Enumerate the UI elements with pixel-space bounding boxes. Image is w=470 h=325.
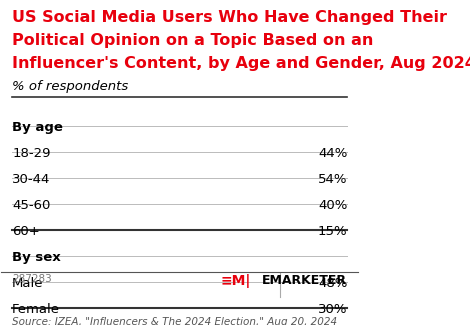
Text: % of respondents: % of respondents bbox=[12, 80, 128, 93]
Text: Male: Male bbox=[12, 277, 44, 290]
Text: 54%: 54% bbox=[318, 173, 347, 186]
Text: ≡M|: ≡M| bbox=[221, 274, 251, 288]
Text: US Social Media Users Who Have Changed Their: US Social Media Users Who Have Changed T… bbox=[12, 10, 447, 25]
Text: Female: Female bbox=[12, 303, 60, 316]
Text: Political Opinion on a Topic Based on an: Political Opinion on a Topic Based on an bbox=[12, 33, 374, 48]
Text: 30-44: 30-44 bbox=[12, 173, 50, 186]
Text: 44%: 44% bbox=[318, 147, 347, 160]
Text: 15%: 15% bbox=[318, 225, 347, 238]
Text: 48%: 48% bbox=[318, 277, 347, 290]
Text: 40%: 40% bbox=[318, 199, 347, 212]
Text: 18-29: 18-29 bbox=[12, 147, 51, 160]
Text: 45-60: 45-60 bbox=[12, 199, 50, 212]
Text: By age: By age bbox=[12, 121, 63, 134]
Text: Influencer's Content, by Age and Gender, Aug 2024: Influencer's Content, by Age and Gender,… bbox=[12, 56, 470, 71]
Text: EMARKETER: EMARKETER bbox=[262, 274, 347, 287]
Text: 30%: 30% bbox=[318, 303, 347, 316]
Text: 60+: 60+ bbox=[12, 225, 40, 238]
Text: 287283: 287283 bbox=[12, 274, 52, 284]
Text: Source: IZEA, "Influencers & The 2024 Election," Aug 20, 2024: Source: IZEA, "Influencers & The 2024 El… bbox=[12, 317, 337, 325]
Text: By sex: By sex bbox=[12, 251, 61, 264]
